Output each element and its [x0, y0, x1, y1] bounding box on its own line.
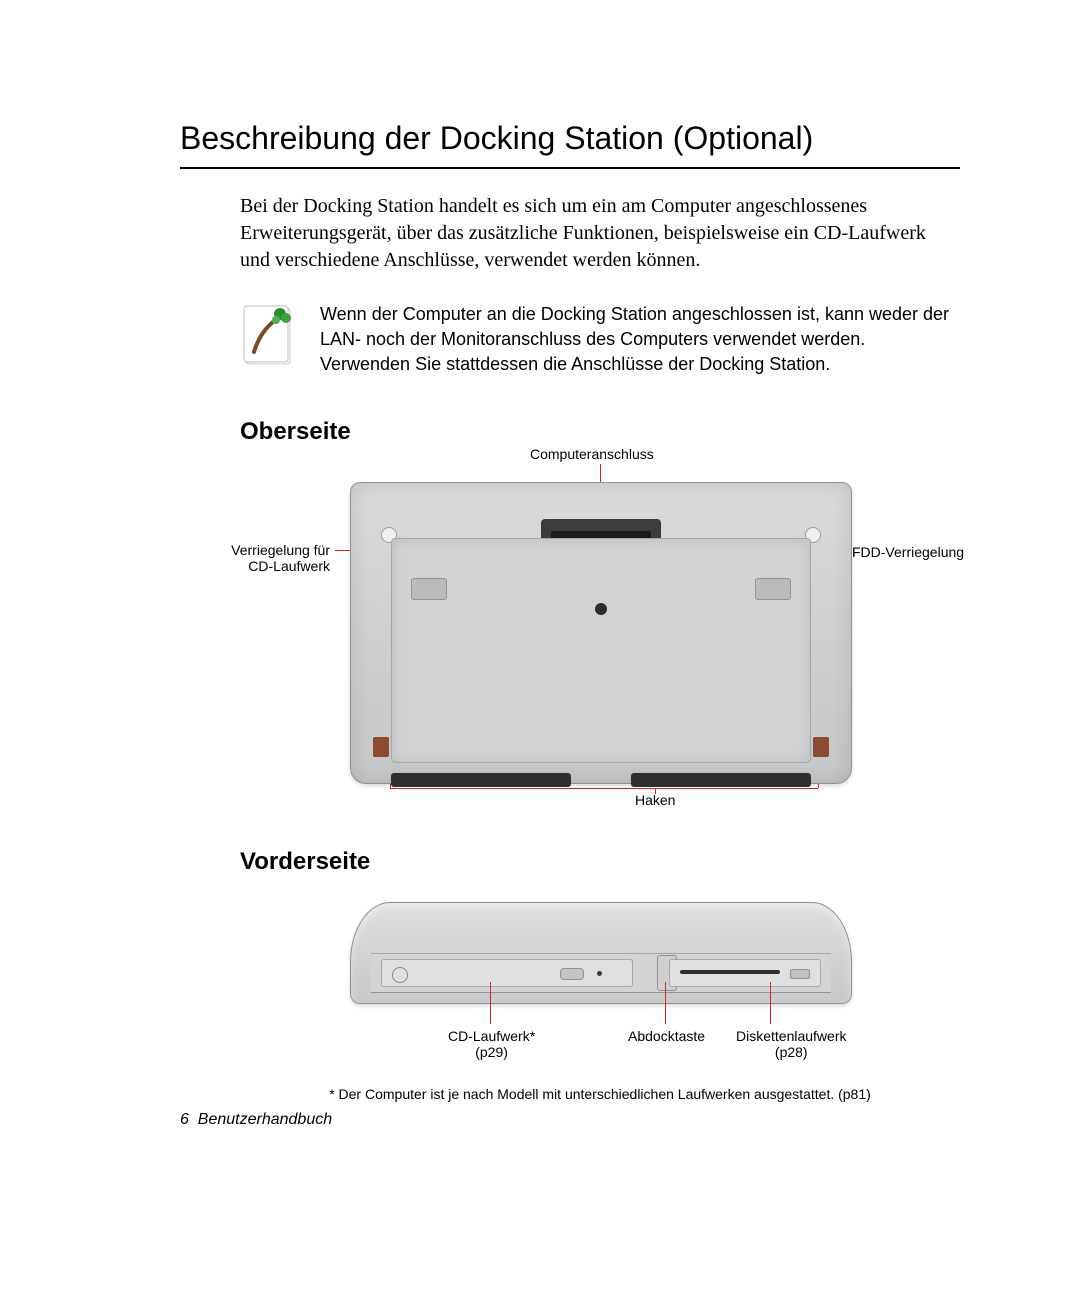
label-fdd-verriegelung: FDD-Verriegelung: [852, 544, 964, 561]
inner-plate: [391, 538, 811, 763]
note-text: Wenn der Computer an die Docking Station…: [320, 302, 960, 378]
floppy-eject-button: [790, 969, 810, 979]
drive-slot-right: [631, 773, 811, 787]
label-cd-laufwerk: CD-Laufwerk* (p29): [448, 1028, 535, 1062]
leader-haken-h: [390, 788, 818, 789]
center-dot: [595, 603, 607, 615]
hook-right: [813, 737, 829, 757]
cd-lock: [411, 578, 447, 600]
note-block: Wenn der Computer an die Docking Station…: [240, 302, 960, 378]
leader-abdock: [665, 982, 666, 1024]
leader-fdd: [770, 982, 771, 1024]
top-diagram: Computeranschluss Verriegelung für CD-La…: [240, 452, 960, 812]
label-cd-laufwerk-l1: CD-Laufwerk*: [448, 1028, 535, 1044]
leader-haken-tick: [655, 788, 656, 794]
note-icon: [240, 302, 300, 372]
cd-logo-icon: [392, 967, 408, 983]
label-disketten-l1: Diskettenlaufwerk: [736, 1028, 847, 1044]
top-diagram-wrap: Computeranschluss Verriegelung für CD-La…: [240, 452, 960, 812]
cd-led-icon: [597, 971, 602, 976]
floppy-drive: [669, 959, 821, 987]
cd-drive: [381, 959, 633, 987]
cd-eject-button: [560, 968, 584, 980]
drive-slot-left: [391, 773, 571, 787]
document-page: Beschreibung der Docking Station (Option…: [0, 0, 1080, 1309]
front-diagram-wrap: CD-Laufwerk* (p29) Abdocktaste Disketten…: [240, 882, 960, 1102]
label-diskettenlaufwerk: Diskettenlaufwerk (p28): [736, 1028, 847, 1062]
docking-station-front-illustration: [350, 902, 852, 1004]
label-verriegelung-cd-l2: CD-Laufwerk: [248, 558, 330, 574]
front-footnote: * Der Computer ist je nach Modell mit un…: [240, 1086, 960, 1102]
leader-cd: [490, 982, 491, 1024]
book-title: Benutzerhandbuch: [198, 1111, 332, 1128]
hook-left: [373, 737, 389, 757]
label-disketten-l2: (p28): [775, 1044, 808, 1060]
docking-station-top-illustration: [350, 482, 852, 784]
page-footer: 6 Benutzerhandbuch: [180, 1111, 332, 1129]
label-haken: Haken: [635, 792, 675, 809]
label-cd-laufwerk-l2: (p29): [475, 1044, 508, 1060]
label-computeranschluss: Computeranschluss: [530, 446, 654, 463]
label-verriegelung-cd: Verriegelung für CD-Laufwerk: [200, 542, 330, 576]
title-rule: [180, 167, 960, 169]
fdd-lock: [755, 578, 791, 600]
intro-paragraph: Bei der Docking Station handelt es sich …: [240, 193, 960, 274]
section-heading-front: Vorderseite: [240, 848, 960, 876]
floppy-slot: [680, 970, 780, 974]
label-abdocktaste: Abdocktaste: [628, 1028, 705, 1045]
front-diagram: CD-Laufwerk* (p29) Abdocktaste Disketten…: [240, 882, 960, 1082]
page-title: Beschreibung der Docking Station (Option…: [180, 120, 960, 157]
section-heading-top: Oberseite: [240, 418, 960, 446]
label-verriegelung-cd-l1: Verriegelung für: [231, 542, 330, 558]
page-number: 6: [180, 1111, 189, 1128]
